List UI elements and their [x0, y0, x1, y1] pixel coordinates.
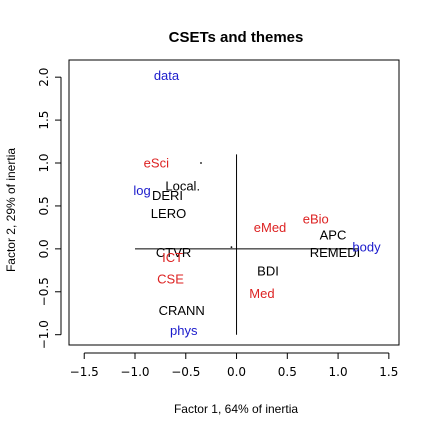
point-label-cse: CSE [157, 271, 184, 286]
point-label-emed: eMed [254, 220, 287, 235]
x-axis: −1.5 −1.0 −0.5 0.0 0.5 1.0 1.5 [70, 352, 398, 379]
chart-title: CSETs and themes [169, 29, 304, 46]
point-labels: data eSci Local. log DERI LERO eMed eBio APC CTVR… [133, 68, 381, 338]
point-label-med: Med [249, 286, 274, 301]
y-tick-label: 1.0 [37, 153, 51, 172]
point-label-ctvr: CTVR [156, 245, 191, 260]
point-label-log: log [133, 183, 150, 198]
plot-frame [68, 59, 400, 346]
point-dot [230, 246, 233, 249]
point-label-esci: eSci [144, 156, 169, 171]
x-tick-label: 1.0 [329, 365, 348, 379]
x-tick-label: −0.5 [171, 365, 200, 379]
point-label-phys: phys [170, 323, 198, 338]
point-dot [200, 162, 202, 164]
y-axis: −1.0 −0.5 0.0 0.5 1.0 1.5 2.0 [37, 68, 62, 349]
point-label-body: body [352, 240, 381, 255]
y-tick-label: 0.5 [37, 196, 51, 215]
x-tick-label: 0.0 [227, 365, 246, 379]
origin-cross [135, 154, 359, 335]
x-tick-label: −1.0 [120, 365, 149, 379]
point-dot [339, 247, 342, 250]
point-label-apc: APC [320, 228, 347, 243]
y-tick-label: −0.5 [37, 277, 51, 306]
point-label-bdi: BDI [257, 264, 279, 279]
point-label-ebio: eBio [303, 211, 329, 226]
x-tick-label: 0.5 [278, 365, 297, 379]
y-tick-label: 1.5 [37, 111, 51, 130]
point-label-local-: Local. [165, 179, 200, 194]
x-axis-title: Factor 1, 64% of inertia [174, 402, 298, 416]
y-tick-label: 0.0 [37, 239, 51, 258]
x-tick-label: 1.5 [379, 365, 398, 379]
point-label-ict: ICT [162, 250, 183, 265]
point-label-deri: DERI [152, 188, 183, 203]
y-axis-title: Factor 2, 29% of inertia [4, 148, 18, 272]
point-label-crann: CRANN [159, 303, 205, 318]
point-label-remedi: REMEDI [310, 245, 361, 260]
point-label-data: data [154, 68, 180, 83]
y-tick-label: 2.0 [37, 68, 51, 87]
x-tick-label: −1.5 [70, 365, 99, 379]
y-tick-label: −1.0 [37, 320, 51, 349]
point-label-lero: LERO [151, 206, 186, 221]
